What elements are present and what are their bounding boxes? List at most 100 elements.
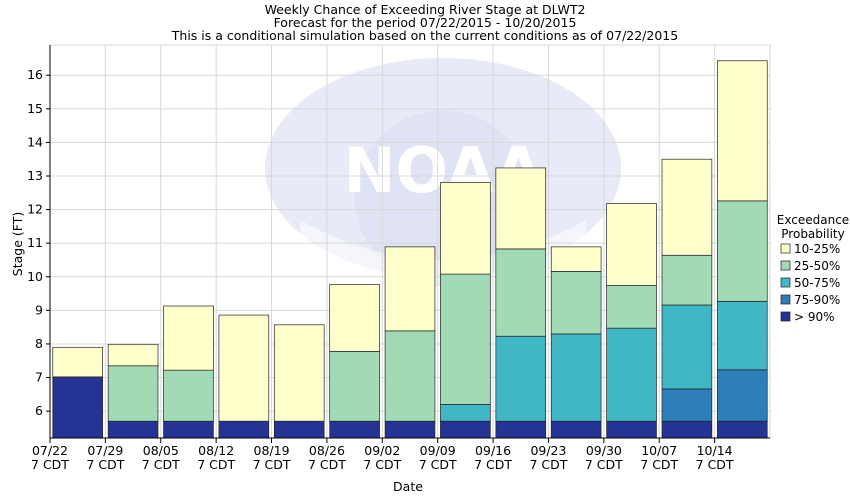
bar-segment-week-7-level-1 [384,420,436,439]
bar-segment-week-11-level-1 [606,420,657,439]
x-tick-time-2: 7 CDT [86,457,124,472]
bar-segment-week-13-level-4 [717,200,768,302]
x-tick-date-5: 08/19 [254,443,290,458]
x-tick-time-9: 7 CDT [474,457,512,472]
x-tick-time-1: 7 CDT [31,457,69,472]
bar-segment-week-12-level-3 [661,304,713,390]
bar-segment-week-10-level-3 [550,333,602,422]
y-tick-label-10: 10 [27,269,43,284]
bar-segment-week-13-level-1 [717,420,768,439]
y-tick-label-6: 6 [35,403,43,418]
x-axis-title: Date [393,479,423,494]
bar-segment-week-13-level-5 [717,60,768,202]
bar-segment-week-9-level-3 [495,335,547,422]
legend-label-3: 50-75% [794,276,840,290]
bar-segment-week-11-level-5 [606,203,657,286]
x-tick-time-10: 7 CDT [530,457,568,472]
y-tick-label-13: 13 [27,168,43,183]
bar-segment-week-3-level-4 [163,369,214,422]
bar-segment-week-5-level-5 [273,324,325,422]
bar-segment-week-10-level-1 [550,420,602,439]
x-tick-date-1: 07/22 [32,443,68,458]
x-tick-time-11: 7 CDT [585,457,623,472]
bar-segment-week-7-level-4 [384,330,436,422]
y-tick-label-11: 11 [27,235,43,250]
bar-segment-week-8-level-1 [440,420,491,439]
x-tick-date-3: 08/05 [143,443,179,458]
bar-segment-week-1-level-5 [52,346,103,378]
bar-segment-week-12-level-2 [661,388,713,422]
x-tick-date-9: 09/16 [475,443,511,458]
bar-segment-week-12-level-4 [661,254,713,306]
bar-segment-week-12-level-5 [661,158,713,256]
y-axis-title: Stage (FT) [10,212,25,276]
y-tick-label-14: 14 [27,134,43,149]
x-tick-date-13: 10/14 [697,443,733,458]
bar-segment-week-6-level-5 [329,284,380,352]
bar-segment-week-6-level-4 [329,350,380,422]
title-line-3: This is a conditional simulation based o… [171,28,678,43]
x-tick-date-2: 07/29 [87,443,123,458]
axes [46,45,770,443]
y-tick-label-16: 16 [27,67,43,82]
bar-segment-week-4-level-5 [218,314,270,422]
bar-segment-week-9-level-4 [495,248,547,337]
legend-label-4: 75-90% [794,293,840,307]
y-tick-label-8: 8 [35,336,43,351]
x-tick-time-8: 7 CDT [419,457,457,472]
bar-segment-week-7-level-5 [384,246,436,332]
legend-swatch-2 [780,260,791,271]
x-tick-date-7: 09/02 [364,443,400,458]
bar-segment-week-11-level-4 [606,285,657,329]
y-tick-label-12: 12 [27,202,43,217]
legend-title-line-1: Exceedance [777,213,849,227]
bar-segment-week-9-level-1 [495,420,547,439]
legend-title-line-2: Probability [781,227,844,241]
chart-title: Weekly Chance of Exceeding River Stage a… [171,2,678,43]
x-tick-time-4: 7 CDT [197,457,235,472]
x-tick-date-12: 10/07 [641,443,677,458]
bar-segment-week-13-level-2 [717,369,768,422]
bar-segment-week-13-level-3 [717,300,768,371]
x-tick-time-13: 7 CDT [696,457,734,472]
bar-segment-week-3-level-1 [163,420,214,439]
x-tick-time-12: 7 CDT [640,457,678,472]
legend: Exceedance Probability 10-25% 25-50% 50-75… [777,213,849,324]
bar-segment-week-8-level-4 [440,273,491,405]
x-tick-time-5: 7 CDT [253,457,291,472]
bar-segment-week-8-level-5 [440,182,491,275]
y-tick-labels: 6 7 8 9 10 11 12 13 14 15 16 [27,67,43,418]
x-tick-date-6: 08/26 [309,443,345,458]
bar-segment-week-12-level-1 [661,420,713,439]
legend-label-5: > 90% [794,310,835,324]
y-tick-label-7: 7 [35,370,43,385]
bar-segment-week-3-level-5 [163,305,214,371]
legend-swatch-4 [780,294,791,305]
x-tick-date-4: 08/12 [198,443,234,458]
legend-swatch-5 [780,311,791,322]
bar-segment-week-8-level-3 [440,404,491,422]
title-line-2: Forecast for the period 07/22/2015 - 10/… [274,15,577,30]
x-tick-date-8: 09/09 [420,443,456,458]
x-tick-time-6: 7 CDT [308,457,346,472]
bar-segment-week-9-level-5 [495,167,547,250]
bar-segment-week-5-level-1 [273,420,325,439]
bar-segment-week-6-level-1 [329,420,380,439]
legend-swatch-3 [780,277,791,288]
bar-segment-week-10-level-5 [550,246,602,272]
y-tick-label-9: 9 [35,302,43,317]
bar-segment-week-4-level-1 [218,420,270,439]
y-tick-label-15: 15 [27,101,43,116]
bars [52,60,768,439]
x-tick-time-7: 7 CDT [363,457,401,472]
bar-segment-week-11-level-3 [606,327,657,422]
legend-label-1: 10-25% [794,242,840,256]
bar-segment-week-1-level-1 [52,376,103,439]
legend-label-2: 25-50% [794,259,840,273]
bar-segment-week-10-level-4 [550,271,602,335]
x-tick-time-3: 7 CDT [142,457,180,472]
legend-items: 10-25% 25-50% 50-75% 75-90% > 90% [780,242,840,324]
x-tick-date-10: 09/23 [530,443,566,458]
